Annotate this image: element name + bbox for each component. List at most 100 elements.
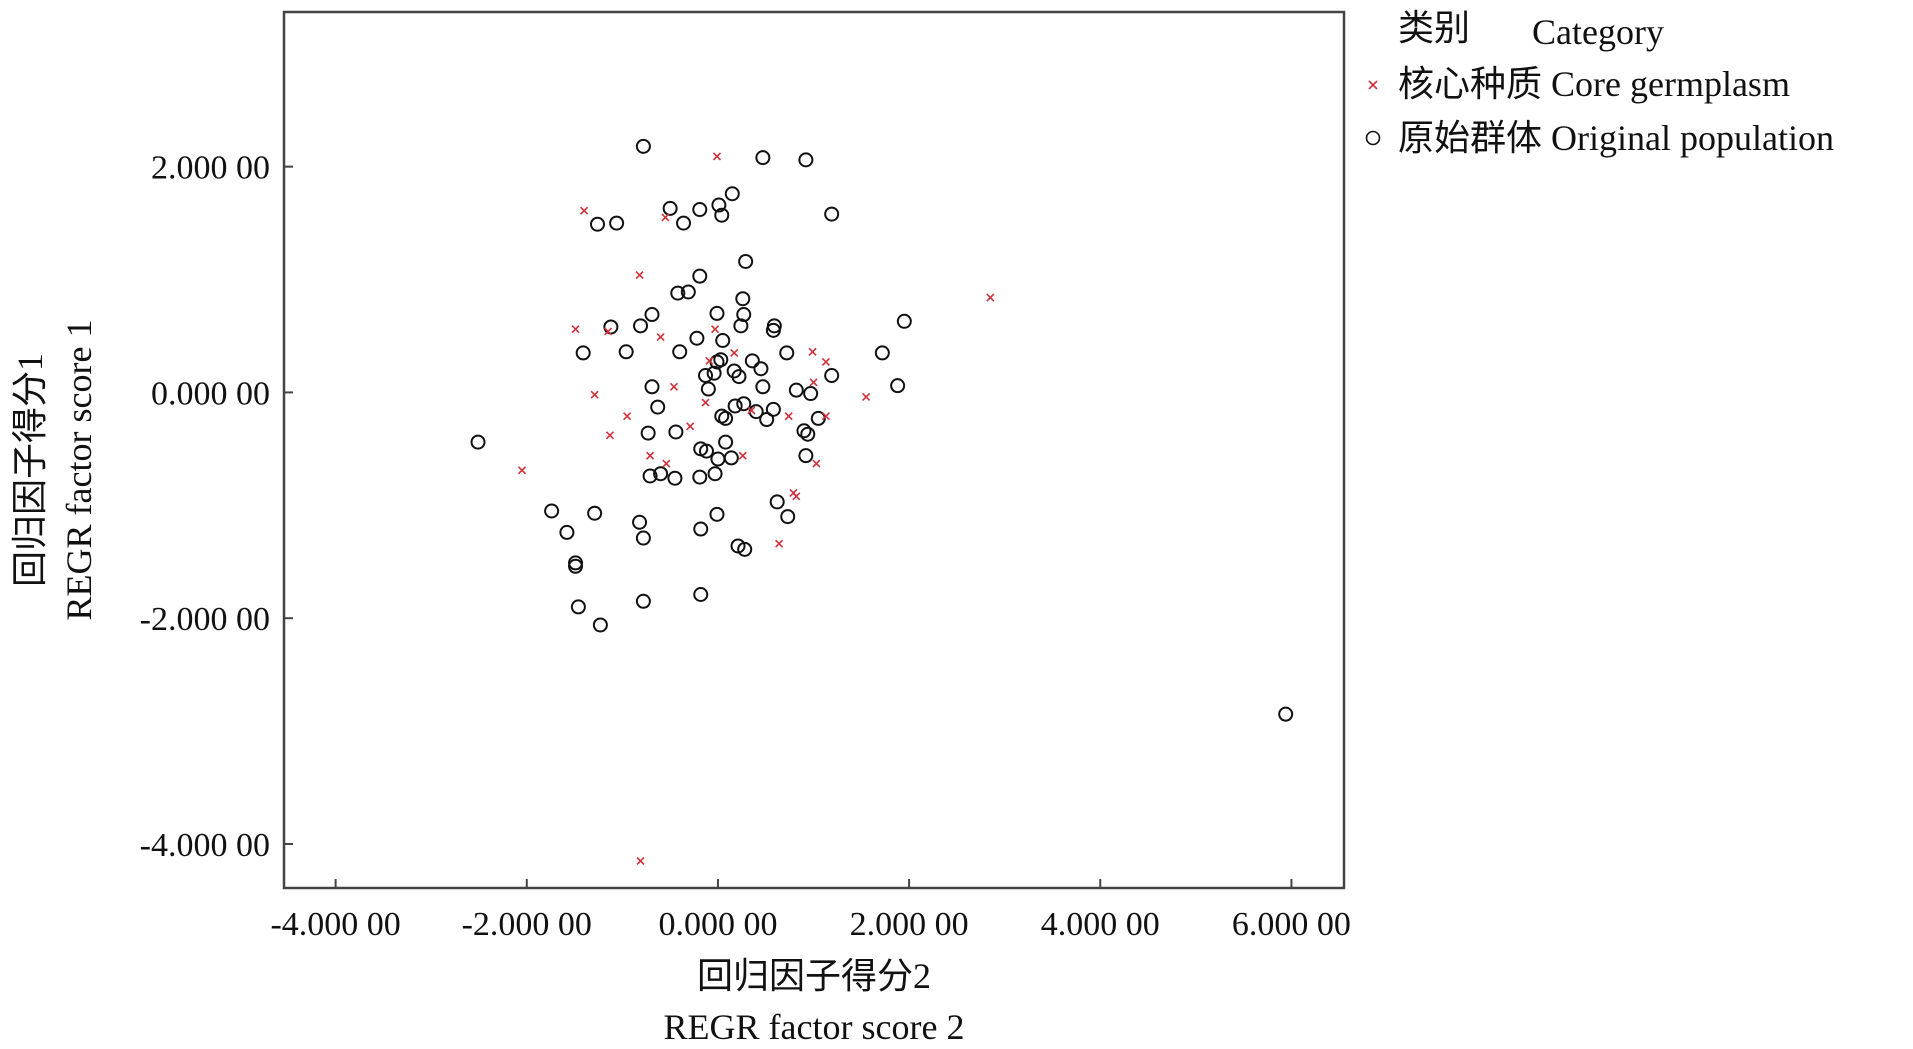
original-population-point [713, 352, 729, 368]
x-tick-label: -4.000 00 [270, 906, 400, 943]
original-population-point [544, 503, 560, 519]
original-population-point [672, 344, 688, 360]
y-axis-title-en: REGR factor score 1 [59, 320, 99, 621]
original-population-point [670, 285, 686, 301]
y-axis-title-cn: 回归因子得分1 [10, 353, 50, 587]
legend-title-en: Category [1532, 12, 1664, 52]
original-population-point [587, 505, 603, 521]
original-population-point [667, 470, 683, 486]
legend-entry-original: 原始群体 Original population [1398, 118, 1834, 158]
original-population-point [692, 469, 708, 485]
core-germplasm-point [784, 412, 793, 421]
original-population-point [568, 558, 584, 574]
core-germplasm-point [821, 412, 831, 421]
core-germplasm-point [571, 325, 580, 334]
original-population-point [765, 401, 781, 417]
core-germplasm-point [701, 398, 710, 407]
core-germplasm-point [590, 390, 599, 399]
original-population-point [707, 466, 723, 482]
original-population-point [896, 313, 912, 329]
core-germplasm-point [580, 206, 589, 215]
original-population-point [780, 509, 796, 525]
y-tick-label: 2.000 00 [151, 150, 270, 187]
core-germplasm-point [686, 422, 695, 431]
original-population-point [723, 450, 739, 466]
y-tick-label: 0.000 00 [151, 375, 270, 412]
original-population-point [890, 378, 906, 394]
original-population-point [635, 138, 651, 154]
original-population-point [693, 521, 709, 537]
original-population-point [824, 367, 840, 383]
original-population-point [635, 530, 651, 546]
core-germplasm-point [808, 347, 817, 356]
original-population-point [803, 386, 819, 402]
original-population-point [470, 434, 486, 450]
original-population-point [650, 399, 666, 415]
legend: 类别 Category 核心种质 Core germplasm 原始群体 Ori… [1365, 8, 1834, 158]
x-tick-label: 2.000 00 [850, 906, 969, 943]
original-population-point [755, 150, 771, 166]
original-population-point [737, 541, 753, 557]
original-population-point [559, 524, 575, 540]
core-germplasm-point [646, 451, 655, 460]
core-germplasm-point [623, 412, 632, 421]
original-population-point [710, 451, 726, 467]
original-population-point [618, 344, 634, 360]
core-germplasm-point [636, 856, 645, 865]
core-germplasm-point [747, 406, 756, 415]
original-population-point [709, 506, 725, 522]
original-population-point [676, 215, 692, 231]
original-population-point [680, 284, 696, 300]
original-population-point [779, 345, 795, 361]
original-population-point [640, 425, 656, 441]
original-population-point [736, 396, 752, 412]
original-population-point [738, 253, 754, 269]
core-germplasm-point [605, 431, 614, 440]
original-population-point [575, 345, 591, 361]
original-population-point [653, 466, 669, 482]
original-population-point [718, 434, 734, 450]
core-germplasm-point [792, 492, 801, 501]
original-population-point [700, 381, 716, 397]
core-germplasm-point [986, 293, 995, 302]
original-population-point [609, 215, 625, 231]
core-germplasm-point [517, 466, 527, 475]
original-population-point [765, 322, 781, 338]
core-germplasm-point [738, 451, 747, 460]
original-population-point [698, 367, 714, 383]
x-tick-label: -2.000 00 [462, 906, 592, 943]
original-population-point [759, 412, 775, 428]
core-germplasm-point [705, 356, 714, 365]
original-population-point [824, 206, 840, 222]
original-population-point [603, 319, 619, 335]
core-germplasm-point [712, 152, 722, 161]
legend-entry-core: 核心种质 Core germplasm [1398, 64, 1790, 104]
legend-core-marker-icon [1368, 80, 1378, 90]
core-germplasm-point [812, 459, 821, 468]
original-population-point [709, 305, 725, 321]
original-population-point [733, 318, 749, 334]
original-population-point [874, 345, 890, 361]
legend-title-cn: 类别 [1398, 8, 1470, 48]
original-population-point [769, 494, 785, 510]
x-axis-title-en: REGR factor score 2 [664, 1007, 965, 1047]
original-population-point [753, 361, 769, 377]
original-population-point [668, 424, 684, 440]
original-population-point [633, 318, 649, 334]
original-population-point [714, 207, 730, 223]
original-population-point [724, 186, 740, 202]
original-population-point [698, 443, 714, 459]
original-population-point [715, 333, 731, 348]
original-population-point [662, 200, 678, 216]
core-germplasm-point [809, 378, 818, 387]
core-germplasm-point [711, 325, 720, 334]
original-population-point [706, 365, 722, 381]
core-germplasm-point [603, 327, 613, 336]
y-tick-label: -4.000 00 [140, 827, 270, 864]
y-tick-label: -2.000 00 [140, 601, 270, 638]
original-population-point [642, 468, 658, 484]
original-population-point [692, 268, 708, 284]
original-population-point [644, 379, 660, 395]
legend-original-marker-icon [1365, 130, 1381, 146]
